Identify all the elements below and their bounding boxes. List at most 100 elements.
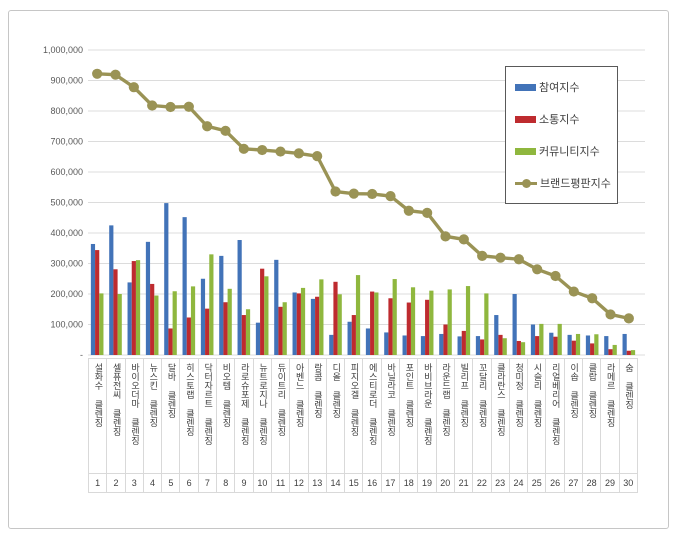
brand-reputation-marker-18 <box>403 205 414 216</box>
x-rank-8: 8 <box>217 474 236 492</box>
communication-index-bar-10 <box>260 268 265 355</box>
x-rank-27: 27 <box>565 474 584 492</box>
communication-index-bar-20 <box>443 324 448 355</box>
x-rank-16: 16 <box>363 474 382 492</box>
x-label-text: 피지오겔 클렌징 <box>349 363 360 436</box>
x-rank-21: 21 <box>455 474 474 492</box>
x-rank-20: 20 <box>437 474 455 492</box>
brand-reputation-marker-16 <box>367 188 378 200</box>
engagement-index-bar-4 <box>145 241 151 355</box>
brand-reputation-marker-11 <box>275 146 286 157</box>
community-index-bar-27 <box>575 333 581 355</box>
brand-reputation-marker-15 <box>348 188 359 199</box>
legend-item-brand-reputation-index: 브랜드평판지수 <box>515 175 617 191</box>
x-rank-10: 10 <box>254 474 272 492</box>
x-label-text: 클라란스 클렌징 <box>495 363 506 436</box>
community-index-bar-17 <box>392 279 397 355</box>
x-rank-5: 5 <box>162 474 181 492</box>
community-index-bar-24 <box>520 342 526 355</box>
x-rank-12: 12 <box>290 474 309 492</box>
x-label-26: 리얼베리어 클렌징 <box>546 359 565 473</box>
legend-item-engagement-index: 참여지수 <box>515 79 617 95</box>
community-index-bar-1 <box>99 293 104 355</box>
brand-reputation-marker-1 <box>92 68 103 79</box>
engagement-index-bar-20 <box>439 333 444 355</box>
x-label-text: 닥터자르트 클렌징 <box>203 363 214 445</box>
x-label-13: 랑콤 클렌징 <box>309 359 327 473</box>
communication-index-bar-21 <box>461 330 466 355</box>
x-label-10: 뉴트로지나 클렌징 <box>254 359 272 473</box>
engagement-index-bar-21 <box>457 336 462 355</box>
x-rank-4: 4 <box>144 474 163 492</box>
x-label-text: 라메르 클렌징 <box>605 363 616 427</box>
community-index-bar-6 <box>190 286 196 355</box>
engagement-index-bar-10 <box>255 322 261 355</box>
engagement-index-bar-29 <box>604 336 609 355</box>
x-rank-11: 11 <box>272 474 291 492</box>
x-rank-18: 18 <box>400 474 419 492</box>
engagement-index-bar-17 <box>384 332 389 355</box>
y-tick-label: 700,000 <box>50 137 83 147</box>
x-label-24: 청미정 클렌징 <box>510 359 529 473</box>
x-label-8: 비오템 클렌징 <box>217 359 236 473</box>
x-label-18: 포인트 클렌징 <box>400 359 419 473</box>
communication-index-bar-27 <box>571 340 576 355</box>
x-label-text: 꼬달리 클렌징 <box>477 363 488 427</box>
engagement-index-bar-7 <box>200 278 206 355</box>
communication-index-bar-24 <box>516 340 521 355</box>
x-label-19: 바비브라운 클렌징 <box>418 359 437 473</box>
x-rank-6: 6 <box>180 474 199 492</box>
brand-reputation-marker-7 <box>202 121 213 132</box>
engagement-index-bar-6 <box>182 217 187 355</box>
engagement-index-bar-25 <box>530 324 536 355</box>
communication-index-bar-16 <box>370 291 375 355</box>
brand-reputation-marker-14 <box>330 186 341 197</box>
legend-swatch-community-index <box>515 147 536 155</box>
x-rank-26: 26 <box>546 474 565 492</box>
brand-reputation-marker-30 <box>623 313 634 324</box>
engagement-index-bar-5 <box>164 203 169 355</box>
communication-index-bar-23 <box>498 334 503 355</box>
x-rank-9: 9 <box>235 474 254 492</box>
y-tick-label: 300,000 <box>50 259 83 269</box>
brand-reputation-marker-24 <box>513 254 524 265</box>
x-label-text: 아벤느 클렌징 <box>294 363 305 427</box>
engagement-index-bar-30 <box>622 333 627 355</box>
x-label-text: 바이오더마 클렌징 <box>129 363 140 445</box>
x-label-text: 달바 클렌징 <box>166 363 177 418</box>
x-label-29: 라메르 클렌징 <box>601 359 620 473</box>
communication-index-bar-29 <box>608 349 613 355</box>
x-label-text: 클랍 클렌징 <box>587 363 598 418</box>
engagement-index-bar-18 <box>402 335 407 355</box>
x-rank-25: 25 <box>528 474 547 492</box>
x-rank-14: 14 <box>327 474 346 492</box>
engagement-index-bar-2 <box>109 225 114 355</box>
x-axis-category-labels: 설화수 클렌징 셀퓨전씨 클렌징 바이오더마 클렌징 뉴스킨 클렌징 달바 클렌징 히스토… <box>88 358 638 473</box>
x-label-text: 라운드랩 클렌징 <box>441 363 451 436</box>
x-label-text: 바닐라코 클렌징 <box>386 363 397 436</box>
community-index-bar-30 <box>630 350 636 355</box>
legend-item-community-index: 커뮤니티지수 <box>515 143 617 159</box>
communication-index-bar-3 <box>131 261 136 355</box>
communication-index-bar-18 <box>406 302 411 355</box>
brand-reputation-marker-26 <box>550 270 561 282</box>
brand-reputation-marker-6 <box>183 101 194 112</box>
engagement-index-bar-12 <box>292 292 297 355</box>
x-label-text: 디올 클렌징 <box>331 363 342 418</box>
x-label-6: 히스토랩 클렌징 <box>180 359 199 473</box>
x-label-9: 라로슈포제 클렌징 <box>235 359 254 473</box>
x-label-text: 히스토랩 클렌징 <box>184 363 195 436</box>
communication-index-bar-25 <box>535 336 540 355</box>
y-tick-label: 1,000,000 <box>43 45 83 55</box>
y-tick-label: 500,000 <box>50 198 83 208</box>
x-label-2: 셀퓨전씨 클렌징 <box>107 359 126 473</box>
brand-reputation-marker-10 <box>257 144 268 156</box>
y-tick-label: - <box>80 350 83 360</box>
x-label-4: 뉴스킨 클렌징 <box>144 359 163 473</box>
communication-index-bar-12 <box>296 293 301 355</box>
communication-index-bar-6 <box>186 317 191 355</box>
x-label-22: 꼬달리 클렌징 <box>473 359 492 473</box>
y-tick-label: 900,000 <box>50 76 83 86</box>
community-index-bar-18 <box>410 287 416 355</box>
engagement-index-bar-8 <box>219 255 224 355</box>
